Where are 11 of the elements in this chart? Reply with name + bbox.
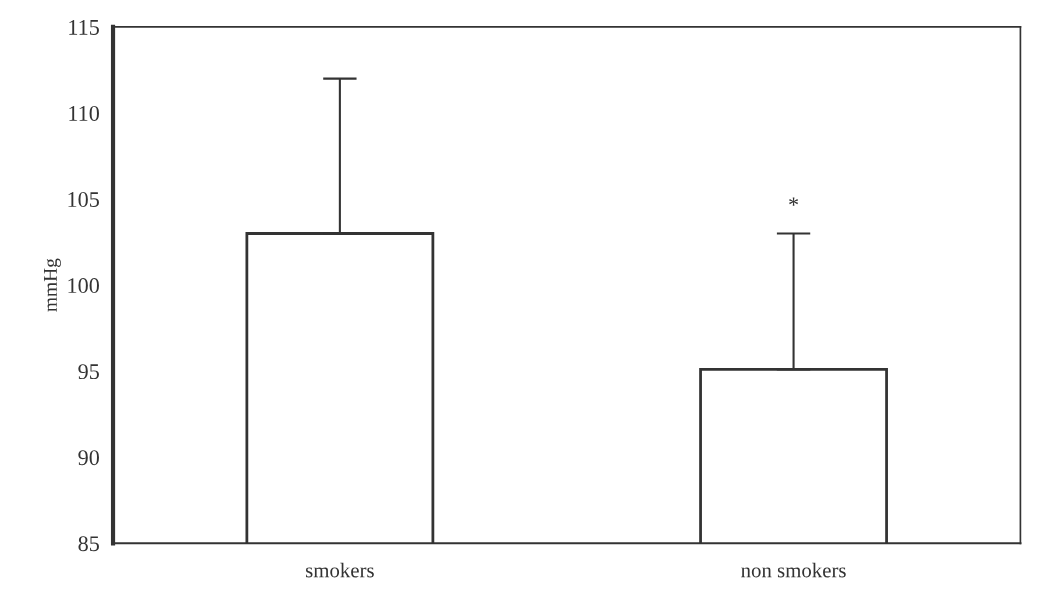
x-tick-label: smokers xyxy=(306,562,374,578)
y-tick-label: 105 xyxy=(68,192,99,207)
y-tick-label: 95 xyxy=(78,364,99,380)
annotation: * xyxy=(789,197,799,206)
y-tick-label: 85 xyxy=(78,536,99,552)
x-tick-label: non smokers xyxy=(741,562,846,578)
y-tick-label: 110 xyxy=(69,105,99,121)
y-tick-label: 100 xyxy=(68,278,99,294)
y-tick-label: 115 xyxy=(69,19,99,35)
y-axis-title: mmHg xyxy=(44,258,61,312)
y-tick-label: 90 xyxy=(78,450,99,466)
